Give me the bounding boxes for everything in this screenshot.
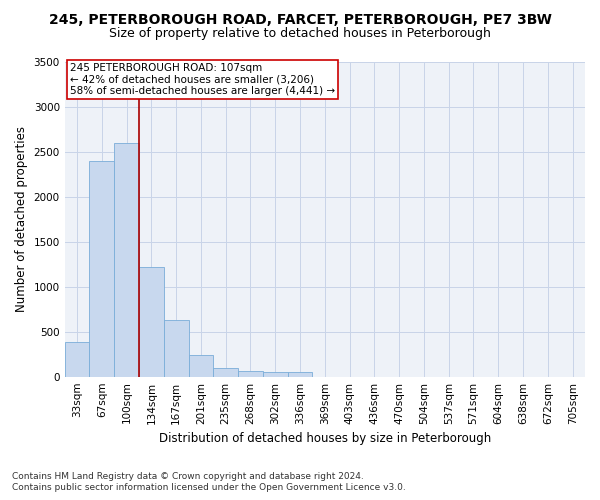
Text: 245 PETERBOROUGH ROAD: 107sqm
← 42% of detached houses are smaller (3,206)
58% o: 245 PETERBOROUGH ROAD: 107sqm ← 42% of d… xyxy=(70,63,335,96)
Text: Contains HM Land Registry data © Crown copyright and database right 2024.: Contains HM Land Registry data © Crown c… xyxy=(12,472,364,481)
Bar xyxy=(238,371,263,376)
X-axis label: Distribution of detached houses by size in Peterborough: Distribution of detached houses by size … xyxy=(159,432,491,445)
Bar xyxy=(65,342,89,376)
Text: Contains public sector information licensed under the Open Government Licence v3: Contains public sector information licen… xyxy=(12,484,406,492)
Bar xyxy=(214,368,238,376)
Bar xyxy=(89,160,114,376)
Bar xyxy=(287,372,313,376)
Text: 245, PETERBOROUGH ROAD, FARCET, PETERBOROUGH, PE7 3BW: 245, PETERBOROUGH ROAD, FARCET, PETERBOR… xyxy=(49,12,551,26)
Text: Size of property relative to detached houses in Peterborough: Size of property relative to detached ho… xyxy=(109,28,491,40)
Y-axis label: Number of detached properties: Number of detached properties xyxy=(15,126,28,312)
Bar xyxy=(114,142,139,376)
Bar xyxy=(139,267,164,376)
Bar xyxy=(164,320,188,376)
Bar xyxy=(188,354,214,376)
Bar xyxy=(263,372,287,376)
